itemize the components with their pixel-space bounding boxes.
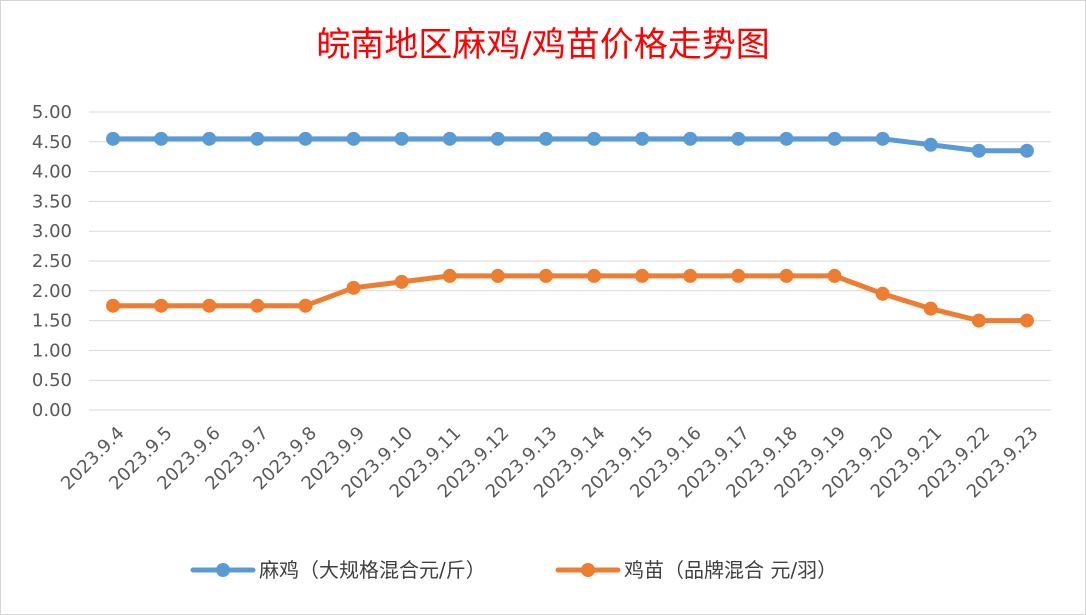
data-point-series-2 [538, 268, 553, 283]
data-point-series-2 [971, 313, 986, 328]
data-point-series-1 [394, 131, 409, 146]
chart-title: 皖南地区麻鸡/鸡苗价格走势图 [316, 25, 770, 65]
y-tick-label: 0.50 [32, 370, 72, 391]
data-point-series-1 [106, 131, 121, 146]
data-point-series-2 [875, 286, 890, 301]
y-tick-label: 3.00 [32, 221, 72, 242]
y-tick-label: 2.00 [32, 281, 72, 302]
data-point-series-2 [202, 298, 217, 313]
data-point-series-1 [250, 131, 265, 146]
data-point-series-1 [875, 131, 890, 146]
data-point-series-2 [490, 268, 505, 283]
data-point-series-1 [683, 131, 698, 146]
data-point-series-2 [154, 298, 169, 313]
y-tick-label: 1.50 [32, 311, 72, 332]
y-tick-label: 4.50 [32, 132, 72, 153]
y-tick-label: 3.50 [32, 191, 72, 212]
data-point-series-2 [827, 268, 842, 283]
y-tick-label: 4.00 [32, 162, 72, 183]
series-line-1 [110, 136, 1030, 154]
legend-marker-2 [581, 563, 595, 577]
data-point-series-2 [442, 268, 457, 283]
data-point-series-1 [490, 131, 505, 146]
data-point-series-1 [635, 131, 650, 146]
legend-marker-1 [216, 563, 230, 577]
y-tick-label: 0.00 [32, 400, 72, 421]
data-point-series-2 [1019, 313, 1034, 328]
data-point-series-2 [779, 268, 794, 283]
data-point-series-1 [538, 131, 553, 146]
data-point-series-2 [587, 268, 602, 283]
data-point-series-1 [298, 131, 313, 146]
data-point-series-2 [683, 268, 698, 283]
data-point-series-1 [442, 131, 457, 146]
data-point-series-1 [154, 131, 169, 146]
data-point-series-2 [394, 274, 409, 289]
data-point-series-1 [346, 131, 361, 146]
data-point-series-1 [779, 131, 794, 146]
data-point-series-2 [106, 298, 121, 313]
data-point-series-2 [635, 268, 650, 283]
data-point-series-1 [971, 143, 986, 158]
y-tick-label: 5.00 [32, 102, 72, 123]
data-point-series-1 [1019, 143, 1034, 158]
legend-label-2: 鸡苗（品牌混合 元/羽） [624, 558, 837, 582]
data-point-series-1 [827, 131, 842, 146]
data-point-series-2 [250, 298, 265, 313]
data-point-series-1 [731, 131, 746, 146]
legend-label-1: 麻鸡（大规格混合元/斤） [259, 558, 486, 582]
data-point-series-1 [587, 131, 602, 146]
data-point-series-2 [923, 301, 938, 316]
data-point-series-1 [923, 137, 938, 152]
data-point-series-1 [202, 131, 217, 146]
y-tick-label: 1.00 [32, 340, 72, 361]
y-tick-label: 2.50 [32, 251, 72, 272]
series-line-2 [110, 273, 1030, 324]
data-point-series-2 [731, 268, 746, 283]
data-point-series-2 [298, 298, 313, 313]
data-point-series-2 [346, 280, 361, 295]
